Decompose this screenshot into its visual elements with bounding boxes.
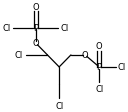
Text: Cl: Cl	[14, 51, 23, 60]
Text: Cl: Cl	[3, 24, 11, 33]
Text: O: O	[96, 42, 103, 51]
Text: O: O	[82, 51, 88, 60]
Text: Cl: Cl	[55, 101, 63, 110]
Text: Cl: Cl	[60, 24, 69, 33]
Text: O: O	[32, 3, 39, 12]
Text: O: O	[32, 39, 39, 48]
Text: Cl: Cl	[118, 63, 126, 72]
Text: P: P	[97, 63, 102, 72]
Text: P: P	[33, 24, 38, 33]
Text: Cl: Cl	[95, 85, 103, 94]
